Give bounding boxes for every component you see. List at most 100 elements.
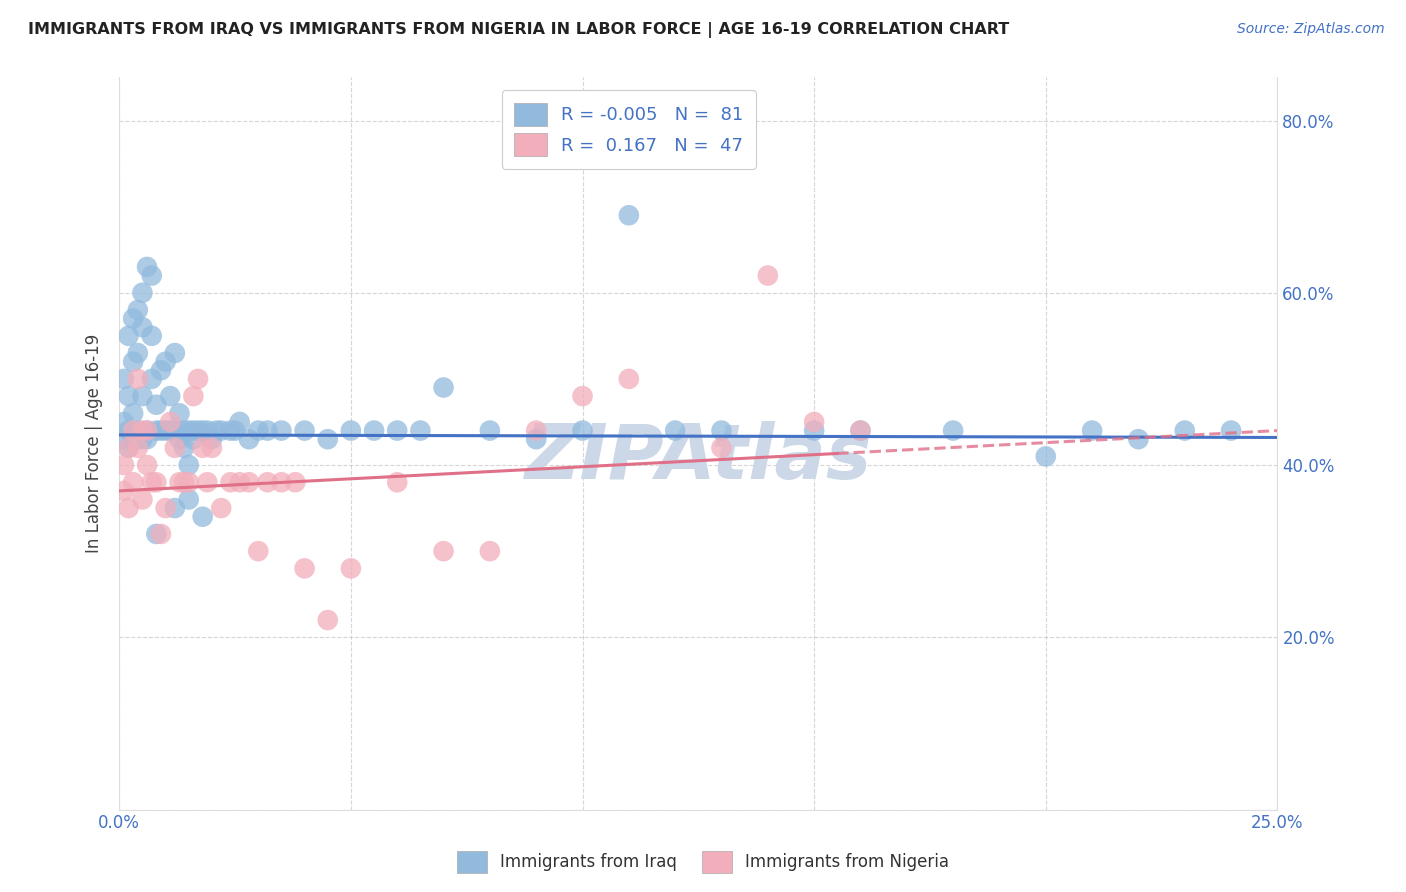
Point	[117, 441, 139, 455]
Point	[131, 492, 153, 507]
Point	[169, 432, 191, 446]
Point	[187, 424, 209, 438]
Point	[710, 441, 733, 455]
Point	[201, 432, 224, 446]
Point	[131, 432, 153, 446]
Point	[169, 406, 191, 420]
Point	[316, 432, 339, 446]
Point	[432, 380, 454, 394]
Point	[803, 415, 825, 429]
Point	[112, 483, 135, 498]
Point	[117, 441, 139, 455]
Text: ZIPAtlas: ZIPAtlas	[524, 421, 872, 495]
Point	[173, 441, 195, 455]
Point	[219, 475, 242, 490]
Point	[187, 372, 209, 386]
Legend: R = -0.005   N =  81, R =  0.167   N =  47: R = -0.005 N = 81, R = 0.167 N = 47	[502, 90, 756, 169]
Point	[117, 389, 139, 403]
Text: IMMIGRANTS FROM IRAQ VS IMMIGRANTS FROM NIGERIA IN LABOR FORCE | AGE 16-19 CORRE: IMMIGRANTS FROM IRAQ VS IMMIGRANTS FROM …	[28, 22, 1010, 38]
Point	[191, 509, 214, 524]
Point	[238, 475, 260, 490]
Point	[177, 492, 200, 507]
Point	[145, 398, 167, 412]
Point	[209, 424, 232, 438]
Point	[159, 424, 181, 438]
Point	[191, 441, 214, 455]
Point	[238, 432, 260, 446]
Point	[617, 208, 640, 222]
Point	[141, 328, 163, 343]
Point	[136, 424, 159, 438]
Point	[1035, 450, 1057, 464]
Point	[195, 424, 218, 438]
Point	[169, 475, 191, 490]
Point	[122, 354, 145, 368]
Point	[159, 415, 181, 429]
Point	[136, 458, 159, 472]
Point	[127, 346, 149, 360]
Point	[117, 328, 139, 343]
Point	[1174, 424, 1197, 438]
Point	[256, 475, 278, 490]
Point	[122, 406, 145, 420]
Point	[849, 424, 872, 438]
Point	[117, 424, 139, 438]
Point	[112, 415, 135, 429]
Point	[340, 561, 363, 575]
Point	[432, 544, 454, 558]
Point	[228, 415, 250, 429]
Point	[224, 424, 246, 438]
Point	[942, 424, 965, 438]
Point	[117, 501, 139, 516]
Point	[1081, 424, 1104, 438]
Point	[122, 311, 145, 326]
Point	[710, 424, 733, 438]
Point	[849, 424, 872, 438]
Point	[191, 424, 214, 438]
Y-axis label: In Labor Force | Age 16-19: In Labor Force | Age 16-19	[86, 334, 103, 553]
Point	[524, 432, 547, 446]
Point	[316, 613, 339, 627]
Point	[127, 372, 149, 386]
Point	[340, 424, 363, 438]
Point	[149, 424, 172, 438]
Point	[284, 475, 307, 490]
Point	[163, 501, 186, 516]
Point	[177, 458, 200, 472]
Point	[136, 432, 159, 446]
Point	[247, 424, 270, 438]
Point	[247, 544, 270, 558]
Point	[141, 372, 163, 386]
Text: Source: ZipAtlas.com: Source: ZipAtlas.com	[1237, 22, 1385, 37]
Point	[803, 424, 825, 438]
Point	[256, 424, 278, 438]
Point	[155, 354, 177, 368]
Point	[173, 424, 195, 438]
Point	[294, 424, 316, 438]
Point	[127, 303, 149, 318]
Point	[1220, 424, 1243, 438]
Point	[183, 432, 205, 446]
Point	[387, 475, 409, 490]
Point	[228, 475, 250, 490]
Point	[163, 441, 186, 455]
Point	[127, 424, 149, 438]
Point	[131, 424, 153, 438]
Point	[131, 320, 153, 334]
Point	[664, 424, 686, 438]
Point	[141, 475, 163, 490]
Point	[131, 285, 153, 300]
Legend: Immigrants from Iraq, Immigrants from Nigeria: Immigrants from Iraq, Immigrants from Ni…	[450, 845, 956, 880]
Point	[145, 527, 167, 541]
Point	[195, 475, 218, 490]
Point	[112, 458, 135, 472]
Point	[478, 424, 501, 438]
Point	[127, 432, 149, 446]
Point	[145, 424, 167, 438]
Point	[617, 372, 640, 386]
Point	[270, 424, 292, 438]
Point	[145, 475, 167, 490]
Point	[159, 389, 181, 403]
Point	[141, 268, 163, 283]
Point	[163, 346, 186, 360]
